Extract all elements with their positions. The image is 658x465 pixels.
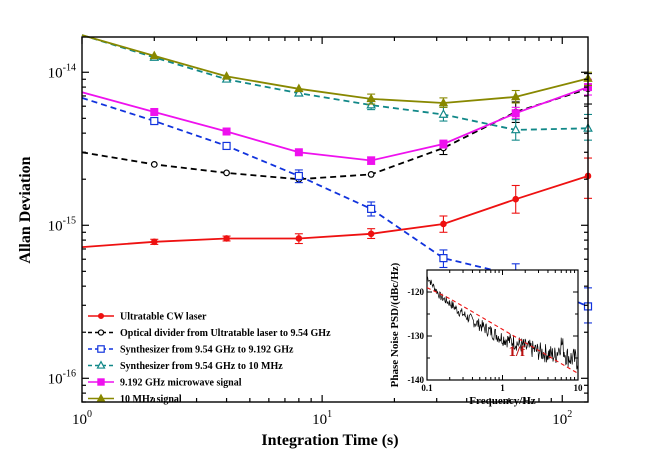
inset-y-axis-title: Phase Noise PSD/(dBc/Hz) (389, 262, 401, 387)
data-point (294, 171, 303, 181)
legend-item-optical-divider-from-ultratable-laser-to-9-54-ghz: Optical divider from Ultratable laser to… (88, 328, 331, 339)
legend-label: 9.192 GHz microwave signal (120, 378, 242, 389)
legend-swatch-marker (97, 312, 105, 320)
legend-item-synthesizer-from-9-54-ghz-to-10-mhz: Synthesizer from 9.54 GHz to 10 MHz (88, 360, 283, 372)
series-synthesizer-from-9-54-ghz-to-10-mhz (81, 34, 593, 141)
data-point (150, 116, 159, 126)
series-line (81, 34, 589, 104)
inset-annotation-1-over-f: 1/f (508, 344, 526, 360)
y-tick-label-base: 10 (48, 218, 63, 234)
inset-1-over-f-line (426, 287, 579, 374)
x-tick-label-base: 10 (552, 412, 567, 428)
y-tick-label-exponent: -15 (63, 215, 76, 226)
y-tick-label-exponent: -14 (63, 62, 76, 73)
data-point (221, 71, 232, 80)
x-tick-label-exponent: 0 (87, 409, 92, 420)
y-tick-label-base: 10 (48, 65, 63, 81)
data-point (295, 235, 303, 242)
y-tick-label: 10-16 (48, 368, 76, 387)
legend-label: Synthesizer from 9.54 GHz to 9.192 GHz (120, 345, 294, 356)
x-tick-label: 102 (552, 409, 572, 428)
data-point (440, 220, 447, 228)
data-point (223, 169, 230, 177)
legend-swatch-marker (96, 360, 106, 369)
series-ultratable-cw-laser (81, 157, 592, 248)
inset-y-tick-label: -130 (408, 331, 425, 341)
inset-frame (426, 269, 579, 381)
data-point (294, 83, 304, 93)
data-point (510, 124, 521, 134)
inset-x-tick-label: 10 (574, 383, 584, 393)
data-point (222, 127, 231, 136)
data-point (294, 148, 303, 157)
y-tick-label: 10-15 (48, 215, 76, 234)
data-point (367, 156, 376, 165)
legend-item-synthesizer-from-9-54-ghz-to-9-192-ghz: Synthesizer from 9.54 GHz to 9.192 GHz (88, 345, 294, 356)
y-axis-title: Allan Deviation (17, 156, 34, 263)
legend-swatch-marker (97, 329, 105, 336)
data-point (512, 195, 520, 203)
inset-y-tick-label: -120 (408, 287, 425, 297)
data-point (367, 204, 376, 213)
data-point (511, 91, 521, 101)
data-point (222, 141, 231, 151)
series-line (81, 34, 589, 131)
inset-phase-noise-trace (426, 276, 579, 370)
legend-label: Ultratable CW laser (120, 312, 207, 323)
data-point (293, 87, 304, 97)
y-tick-label-exponent: -16 (63, 368, 76, 379)
plot-frame (81, 36, 589, 403)
legend-label: Synthesizer from 9.54 GHz to 10 MHz (120, 361, 283, 372)
x-axis-title: Integration Time (s) (261, 432, 398, 449)
x-tick-label-base: 10 (312, 412, 327, 428)
data-point (367, 171, 375, 178)
x-tick-label-exponent: 1 (327, 409, 332, 420)
inset-x-axis-title: Frequency/Hz (469, 395, 536, 407)
legend-label: 10 MHz signal (120, 394, 182, 405)
series-10-mhz-signal (81, 34, 593, 108)
inset-y-tick-label: -140 (408, 375, 425, 385)
legend-item-ultratable-cw-laser: Ultratable CW laser (88, 312, 207, 323)
data-point (150, 160, 158, 168)
data-point (150, 107, 159, 116)
legend-swatch-marker (97, 345, 105, 353)
legend-item-9-192-ghz-microwave-signal: 9.192 GHz microwave signal (88, 378, 242, 389)
data-point (366, 93, 376, 103)
x-tick-label-exponent: 2 (567, 409, 572, 420)
legend-swatch-marker (96, 393, 106, 402)
data-point (150, 238, 158, 246)
inset-phase-noise-plot: 0.1 1 10 -140 -130 -120 1/f Frequency/Hz Phase N… (389, 262, 583, 407)
data-point (439, 139, 448, 148)
legend-swatch-marker (97, 378, 105, 386)
data-point (223, 235, 230, 242)
data-point (438, 109, 449, 118)
data-point (149, 50, 159, 60)
inset-x-tick-label: 0.1 (421, 383, 433, 393)
series-line (81, 86, 589, 162)
y-tick-label-base: 10 (48, 371, 63, 387)
legend-label: Optical divider from Ultratable laser to… (120, 328, 331, 339)
legend: Ultratable CW laser Optical divider from … (88, 312, 331, 405)
data-point (438, 97, 449, 107)
x-tick-label-base: 10 (72, 412, 87, 428)
series-line (81, 97, 589, 308)
series-line (81, 175, 589, 248)
y-tick-label: 10-14 (48, 62, 76, 81)
data-point (367, 230, 375, 238)
legend-item-10-mhz-signal: 10 MHz signal (88, 393, 182, 405)
inset-x-tick-label: 1 (500, 383, 505, 393)
x-tick-label: 101 (312, 409, 332, 428)
data-point (511, 109, 520, 118)
x-tick-label: 100 (72, 409, 92, 428)
data-point (439, 254, 448, 263)
